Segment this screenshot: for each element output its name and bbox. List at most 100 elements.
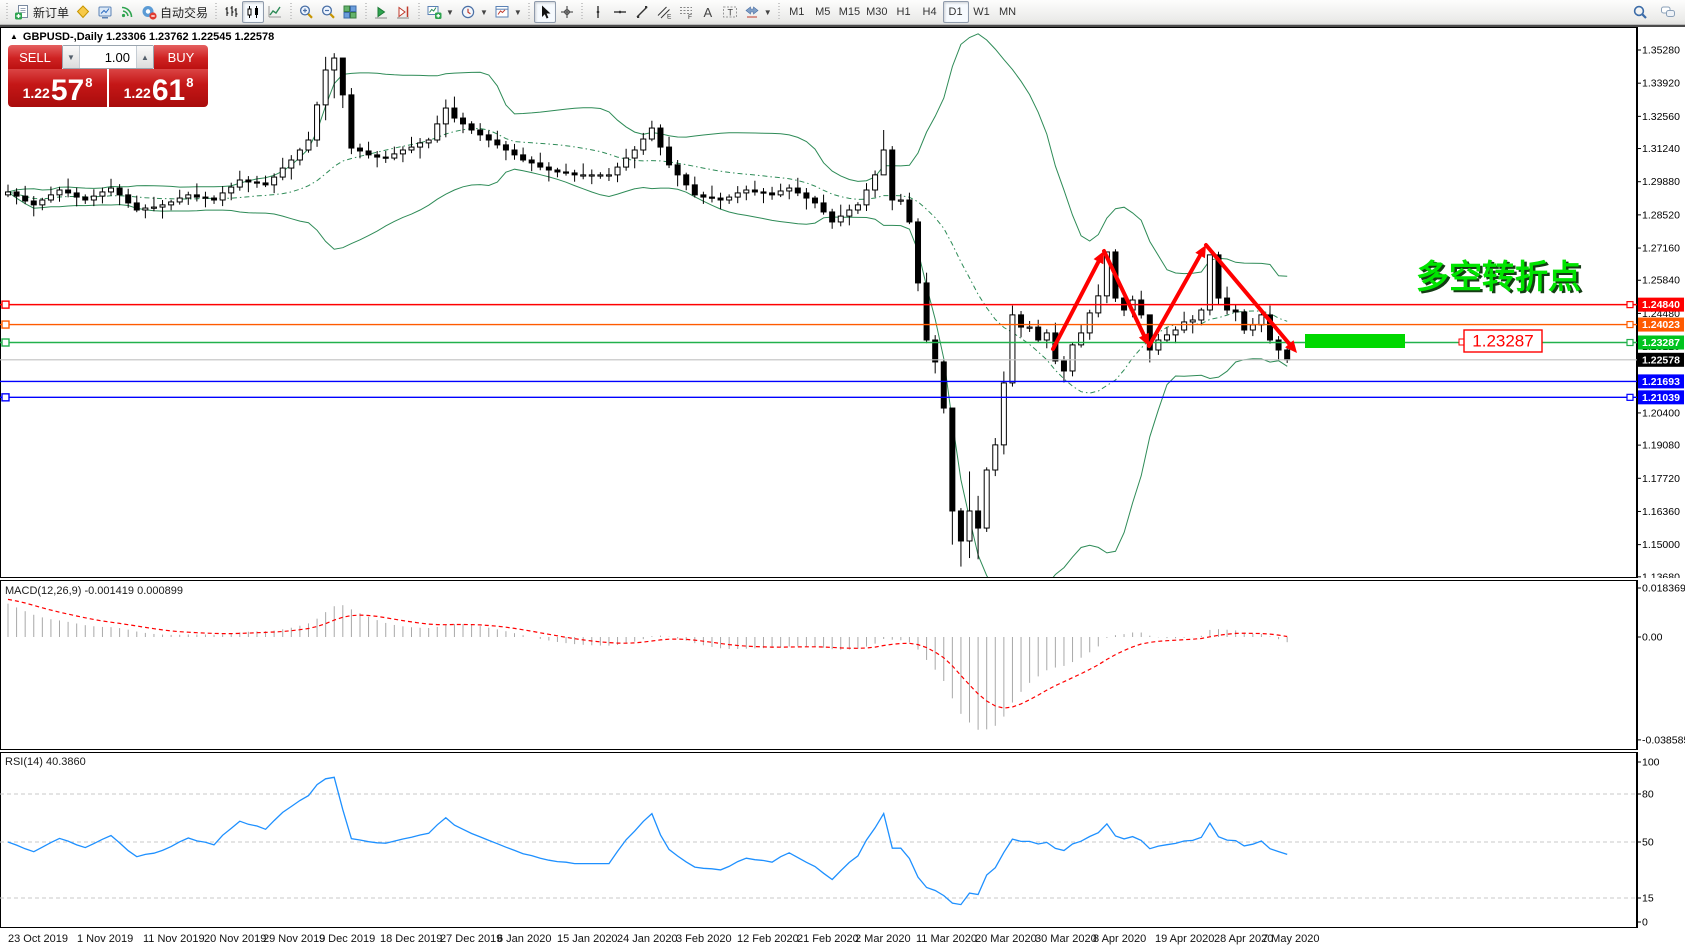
text-label-button[interactable]: T <box>719 1 741 23</box>
price-tag-text: 1.23287 <box>1472 332 1533 351</box>
equidistant-channel-button[interactable]: E <box>653 1 675 23</box>
turning-point-text[interactable]: 多空转折点 <box>1416 258 1581 295</box>
buy-price-button[interactable]: 1.22 61 8 <box>109 69 208 107</box>
price-tag-box[interactable] <box>1463 329 1543 353</box>
svg-text:1.21039: 1.21039 <box>1642 392 1680 404</box>
chart-shift-button[interactable] <box>392 1 414 23</box>
terminal-button[interactable] <box>94 1 116 23</box>
autotrade-button[interactable]: 自动交易 <box>138 1 211 23</box>
signals-icon <box>119 4 135 20</box>
svg-text:1.20400: 1.20400 <box>1642 407 1680 419</box>
volume-increase-button[interactable]: ▲ <box>136 46 153 68</box>
date-label: 3 Feb 2020 <box>676 933 732 945</box>
main-chart-canvas[interactable]: 多空转折点多空转折点1.232871.352801.339201.325601.… <box>0 27 1685 578</box>
cursor-button[interactable] <box>533 1 556 23</box>
toolbar: 新订单 自动交易 ▼ ▼ ▼ E F A T ▼ M1 M5 M15 M30 H1 H4 D1 W1 MN <box>0 0 1685 25</box>
tf-d1-button[interactable]: D1 <box>942 1 969 23</box>
tf-mn-button[interactable]: MN <box>995 1 1021 23</box>
date-label: 28 Apr 2020 <box>1214 933 1274 945</box>
date-label: 15 Jan 2020 <box>557 933 618 945</box>
zoom-in-button[interactable] <box>295 1 317 23</box>
trendline-button[interactable] <box>631 1 653 23</box>
svg-text:1.15000: 1.15000 <box>1642 539 1680 551</box>
alert-icon <box>75 4 91 20</box>
text-label-icon: T <box>722 4 738 20</box>
buy-price-big: 61 <box>151 74 186 107</box>
search-button[interactable] <box>1629 1 1651 23</box>
line-left-handle <box>1 300 10 309</box>
fibonacci-button[interactable]: F <box>675 1 697 23</box>
crosshair-button[interactable] <box>556 1 578 23</box>
macd-histogram <box>7 603 1288 730</box>
new-order-button[interactable]: 新订单 <box>11 1 72 23</box>
dropdown-arrow-icon: ▼ <box>446 7 454 17</box>
line-chart-icon <box>267 4 283 20</box>
hline-1.24023[interactable] <box>0 320 1637 329</box>
periods-button[interactable]: ▼ <box>457 1 491 23</box>
text-button[interactable]: A <box>697 1 719 23</box>
svg-text:50: 50 <box>1642 837 1654 849</box>
svg-text:-0.038585: -0.038585 <box>1642 734 1685 746</box>
arrows-button[interactable]: ▼ <box>741 1 775 23</box>
candlestick-chart-button[interactable] <box>242 1 265 23</box>
zoom-out-button[interactable] <box>317 1 339 23</box>
svg-text:1.24840: 1.24840 <box>1642 299 1680 311</box>
svg-text:0.018369: 0.018369 <box>1642 583 1685 595</box>
zoom-out-icon <box>320 4 336 20</box>
sell-price-button[interactable]: 1.22 57 8 <box>8 69 107 107</box>
tf-w1-button[interactable]: W1 <box>969 1 995 23</box>
hline-1.21039[interactable] <box>0 393 1637 402</box>
date-label: 7 May 2020 <box>1262 933 1320 945</box>
svg-text:1.16360: 1.16360 <box>1642 506 1680 518</box>
horizontal-line-button[interactable] <box>609 1 631 23</box>
svg-text:T: T <box>727 8 733 18</box>
date-label: 20 Mar 2020 <box>975 933 1037 945</box>
tf-m1-button[interactable]: M1 <box>784 1 810 23</box>
line-right-handle <box>1626 393 1634 401</box>
add-indicator-button[interactable]: ▼ <box>423 1 457 23</box>
svg-text:1.31240: 1.31240 <box>1642 143 1680 155</box>
tf-h4-button[interactable]: H4 <box>917 1 943 23</box>
tf-m30-button[interactable]: M30 <box>863 1 890 23</box>
buy-price-prefix: 1.22 <box>123 85 151 101</box>
chart-shift-icon <box>395 4 411 20</box>
highlight-box[interactable] <box>1305 334 1405 348</box>
svg-text:F: F <box>688 14 692 20</box>
date-axis: 23 Oct 2019 1 Nov 2019 11 Nov 2019 20 Nov 2… <box>0 930 1685 949</box>
dropdown-arrow-icon: ▼ <box>479 7 488 17</box>
vertical-line-button[interactable] <box>587 1 609 23</box>
tf-m15-button[interactable]: M15 <box>836 1 863 23</box>
auto-scroll-button[interactable] <box>370 1 392 23</box>
signals-button[interactable] <box>116 1 138 23</box>
sell-button[interactable]: SELL <box>8 45 62 69</box>
date-label: 11 Mar 2020 <box>916 933 977 945</box>
buy-button[interactable]: BUY <box>154 45 208 69</box>
line-right-handle <box>1626 301 1634 309</box>
date-label: 9 Dec 2019 <box>319 933 376 945</box>
hline-1.24840[interactable] <box>0 300 1637 309</box>
chat-button[interactable] <box>1657 1 1679 23</box>
date-label: 30 Mar 2020 <box>1035 933 1097 945</box>
tf-h1-button[interactable]: H1 <box>891 1 917 23</box>
toolbar-group-grip <box>526 3 532 21</box>
rsi-axis: 100 80 50 15 0 <box>1637 752 1660 928</box>
line-right-handle <box>1626 320 1634 329</box>
templates-button[interactable]: ▼ <box>491 1 525 23</box>
tile-windows-button[interactable] <box>339 1 361 23</box>
templates-icon <box>494 4 510 20</box>
bar-chart-button[interactable] <box>220 1 242 23</box>
tf-m5-button[interactable]: M5 <box>810 1 836 23</box>
rsi-panel-canvas[interactable]: 100 80 50 15 0 <box>0 752 1685 928</box>
zigzag-arrows[interactable] <box>1051 243 1297 353</box>
svg-text:15: 15 <box>1642 893 1654 905</box>
alert-button[interactable] <box>72 1 94 23</box>
line-right-handle <box>1626 338 1634 347</box>
collapse-panel-arrow[interactable]: ▲ <box>10 32 18 41</box>
volume-input[interactable]: 1.00 <box>104 49 130 65</box>
volume-decrease-button[interactable]: ▼ <box>63 46 80 68</box>
line-chart-button[interactable] <box>264 1 286 23</box>
macd-panel-canvas[interactable]: 0.018369 0.00 -0.038585 <box>0 580 1685 750</box>
macd-axis: 0.018369 0.00 -0.038585 <box>1637 580 1685 750</box>
